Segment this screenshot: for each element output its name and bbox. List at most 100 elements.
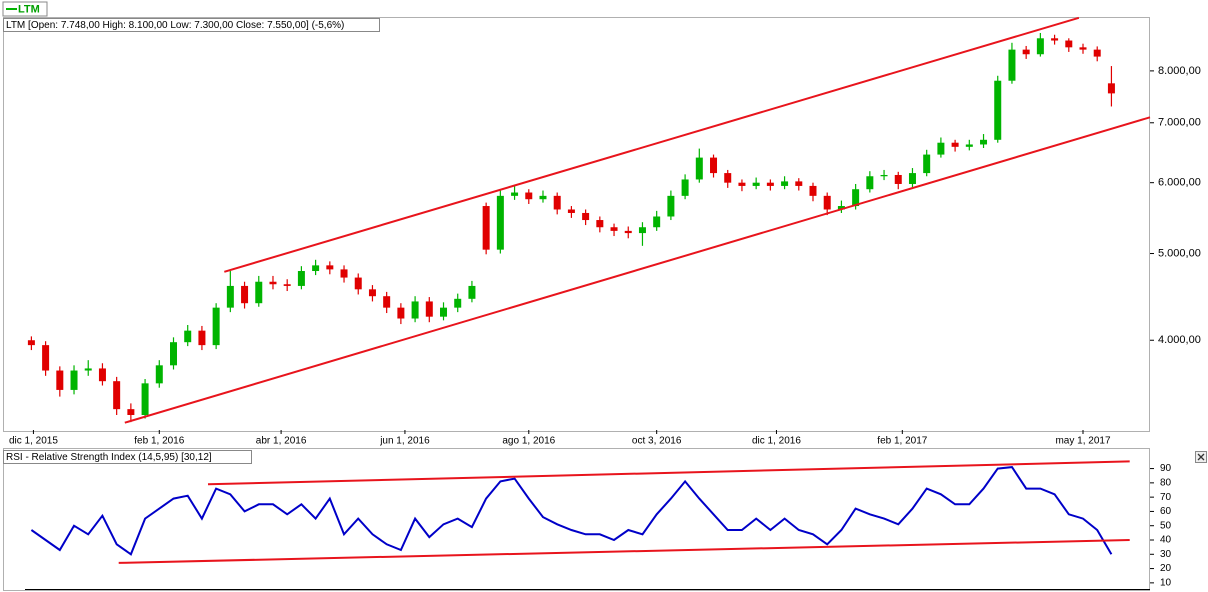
candle-body (1051, 38, 1059, 41)
y-tick-label: 6.000,00 (1158, 177, 1201, 189)
candle-body (980, 139, 988, 145)
candle-body (937, 142, 945, 155)
y-tick-label: 5.000,00 (1158, 247, 1201, 259)
x-tick-label: feb 1, 2017 (877, 436, 927, 447)
candle-body (468, 285, 476, 299)
candle-body (482, 206, 490, 250)
candle-body (724, 173, 732, 183)
candle-body (70, 370, 78, 390)
candle-body (425, 301, 433, 317)
candle-body (269, 281, 277, 285)
y-tick-label: 90 (1160, 463, 1172, 474)
candle-body (184, 330, 192, 343)
rsi-line (30, 466, 1113, 556)
candle-body (98, 368, 106, 382)
candle-body (383, 296, 391, 308)
candle-body (440, 307, 448, 317)
trendline (124, 116, 1151, 424)
candle-body (84, 368, 92, 371)
candle-body (638, 227, 646, 234)
candle-body (681, 179, 689, 196)
candle-body (994, 80, 1002, 140)
candle-body (596, 220, 604, 228)
candle-body (27, 340, 35, 346)
candle-body (1036, 38, 1044, 55)
candle-body (113, 381, 121, 410)
candle-body (923, 154, 931, 174)
rsi-title: RSI - Relative Strength Index (14,5,95) … (6, 452, 212, 463)
candle-body (1079, 47, 1087, 50)
candle-body (710, 157, 718, 174)
candle-body (624, 230, 632, 234)
y-tick-label: 10 (1160, 577, 1172, 588)
y-tick-label: 40 (1160, 535, 1172, 546)
candle-body (951, 142, 959, 147)
candle-body (226, 285, 234, 308)
close-button[interactable] (1195, 451, 1207, 463)
candle-body (326, 265, 334, 270)
y-tick-label: 7.000,00 (1158, 117, 1201, 129)
y-tick-label: 80 (1160, 477, 1172, 488)
info-box (3, 18, 380, 32)
candle-body (781, 181, 789, 186)
trendline (118, 539, 1130, 564)
candle-body (368, 289, 376, 297)
candle-body (127, 409, 135, 415)
candle-body (766, 182, 774, 186)
x-tick-label: dic 1, 2016 (752, 436, 801, 447)
rsi-panel (3, 448, 1150, 591)
trendline (224, 16, 1080, 273)
price-panel (3, 17, 1150, 432)
legend-label: LTM (18, 3, 40, 15)
y-tick-label: 4.000,00 (1158, 334, 1201, 346)
candle-body (155, 365, 163, 384)
x-tick-label: jun 1, 2016 (379, 436, 430, 447)
candle-body (354, 277, 362, 290)
candle-body (255, 281, 263, 304)
candle-body (525, 192, 533, 200)
chart-title: LTM [Open: 7.748,00 High: 8.100,00 Low: … (6, 20, 344, 31)
candle-body (582, 212, 590, 221)
candle-body (56, 370, 64, 390)
candle-body (752, 182, 760, 186)
candle-body (312, 265, 320, 272)
candle-body (823, 195, 831, 210)
candle-body (170, 342, 178, 366)
candle-body (1008, 49, 1016, 81)
candle-body (965, 144, 973, 147)
trendline (207, 460, 1130, 486)
candle-body (880, 174, 888, 177)
candle-body (1065, 40, 1073, 48)
candle-body (297, 271, 305, 286)
y-tick-label: 60 (1160, 506, 1172, 517)
y-tick-label: 50 (1160, 520, 1172, 531)
y-tick-label: 8.000,00 (1158, 65, 1201, 77)
y-tick-label: 30 (1160, 549, 1172, 560)
candle-body (667, 195, 675, 217)
candle-body (454, 298, 462, 308)
x-tick-label: feb 1, 2016 (134, 436, 184, 447)
candle-body (1022, 49, 1030, 55)
candle-body (653, 216, 661, 228)
candle-body (42, 345, 50, 371)
x-tick-label: abr 1, 2016 (256, 436, 307, 447)
candle-body (340, 269, 348, 278)
candle-body (866, 176, 874, 190)
candle-body (539, 195, 547, 200)
candle-body (695, 157, 703, 180)
x-tick-label: oct 3, 2016 (632, 436, 682, 447)
candle-body (1093, 49, 1101, 57)
candle-body (852, 189, 860, 207)
candle-body (738, 182, 746, 186)
x-tick-label: dic 1, 2015 (9, 436, 58, 447)
close-icon[interactable] (1197, 453, 1205, 461)
candle-body (795, 181, 803, 186)
y-tick-label: 70 (1160, 492, 1172, 503)
candle-body (809, 185, 817, 196)
candle-body (837, 206, 845, 210)
candle-body (567, 209, 575, 213)
candle-body (553, 195, 561, 210)
x-tick-label: may 1, 2017 (1055, 436, 1110, 447)
